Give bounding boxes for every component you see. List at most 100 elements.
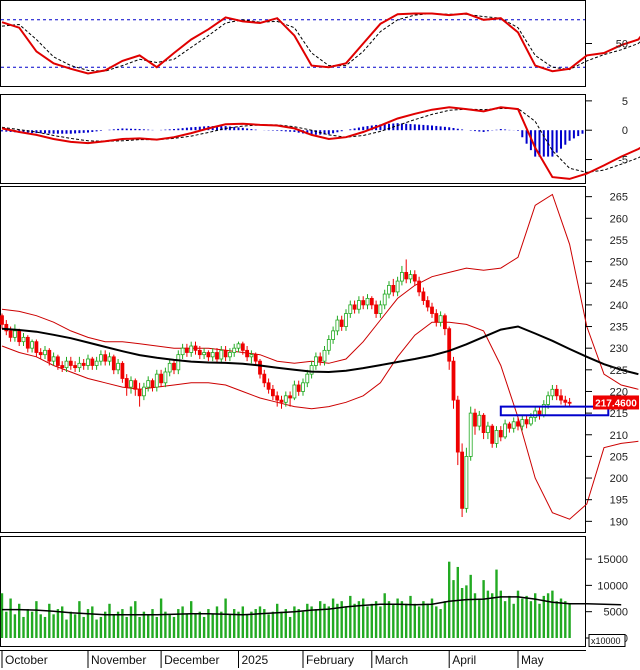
candle-body	[38, 352, 43, 356]
volume-bar	[452, 580, 455, 638]
volume-bar	[349, 595, 352, 638]
macd-line	[1, 106, 640, 180]
candle-body	[116, 362, 120, 371]
candle-body	[120, 362, 125, 379]
candle-body	[202, 352, 207, 356]
candle-body	[107, 356, 112, 362]
candle-body	[318, 356, 323, 362]
volume-bar	[288, 616, 292, 638]
volume-bar	[559, 598, 563, 638]
candle-body	[64, 360, 69, 369]
volume-bar	[357, 601, 361, 638]
candle-body	[8, 330, 13, 338]
volume-bar	[18, 603, 21, 638]
volume-bar	[374, 601, 378, 638]
candle-body	[352, 304, 357, 310]
volume-bar	[245, 614, 249, 638]
volume-bar	[314, 609, 318, 638]
candle-body	[266, 382, 271, 390]
volume-bar	[387, 601, 391, 638]
month-label: November	[91, 653, 146, 667]
volume-bar	[198, 611, 201, 638]
volume-bar	[220, 611, 223, 638]
volume-bar	[297, 609, 300, 638]
volume-bar	[460, 588, 464, 638]
candle-body	[511, 421, 516, 429]
y-tick-label: 5000	[604, 607, 628, 619]
volume-bar	[306, 603, 309, 638]
candle-body	[408, 274, 413, 280]
month-label: April	[452, 653, 476, 667]
month-label: October	[5, 653, 48, 667]
candle-body	[86, 358, 90, 366]
volume-bar	[301, 611, 305, 638]
candle-body	[124, 378, 129, 388]
volume-bar	[482, 580, 485, 638]
volume-bar	[396, 598, 399, 638]
volume-bar	[99, 616, 103, 638]
volume-bar	[413, 603, 416, 638]
volume-bar	[125, 616, 128, 638]
volume-bar	[250, 611, 253, 638]
candle-body	[159, 373, 164, 384]
volume-bar	[465, 585, 468, 638]
candle-body	[344, 313, 348, 327]
y-tick-label: 240	[610, 300, 628, 312]
candle-body	[215, 352, 219, 360]
y-tick-label: 250	[610, 257, 628, 269]
volume-bar	[400, 601, 404, 638]
y-tick-label: 0	[622, 125, 628, 137]
volume-bar	[564, 601, 567, 638]
candle-body	[0, 315, 4, 325]
y-tick-label: 235	[610, 322, 628, 334]
volume-unit-box	[588, 634, 626, 647]
volume-bar	[379, 606, 382, 638]
volume-bar	[30, 611, 34, 638]
candle-body	[378, 304, 383, 314]
candle-body	[301, 382, 305, 392]
last-price-label: 217.4600	[595, 398, 637, 409]
volume-bar	[469, 574, 472, 638]
volume-bar	[280, 611, 283, 638]
volume-bar	[417, 606, 421, 638]
candle-body	[94, 360, 99, 366]
volume-bar	[267, 614, 270, 638]
volume-bar	[104, 611, 107, 638]
candle-body	[382, 293, 387, 306]
volume-bar	[271, 611, 275, 638]
candle-body	[12, 330, 17, 338]
volume-bar	[194, 614, 197, 638]
candle-body	[387, 285, 391, 295]
candle-body	[498, 430, 503, 438]
candle-body	[47, 349, 52, 362]
candle-body	[167, 362, 172, 373]
candle-body	[421, 291, 426, 301]
candle-body	[374, 304, 379, 314]
y-tick-label: 195	[610, 495, 628, 507]
y-tick-label: 255	[610, 235, 628, 247]
volume-bar	[159, 598, 163, 638]
candle-body	[438, 315, 443, 323]
candle-body	[154, 373, 159, 388]
candle-body	[460, 451, 465, 509]
volume-bar	[310, 606, 313, 638]
volume-bar	[26, 609, 29, 638]
volume-bar	[73, 614, 77, 638]
month-label: February	[306, 653, 354, 667]
volume-bar	[142, 611, 146, 638]
candle-body	[451, 360, 456, 401]
candle-body	[404, 272, 409, 280]
candle-body	[219, 349, 224, 360]
y-tick-label: 245	[610, 278, 628, 290]
month-label: December	[164, 653, 219, 667]
y-tick-label: 15000	[597, 554, 628, 566]
candle-body	[490, 425, 495, 444]
volume-bar	[95, 619, 98, 638]
volume-bar	[254, 609, 257, 638]
volume-bar	[147, 614, 150, 638]
candle-body	[473, 412, 477, 427]
candle-body	[43, 349, 47, 356]
candle-body	[73, 365, 77, 369]
candle-body	[296, 384, 301, 392]
